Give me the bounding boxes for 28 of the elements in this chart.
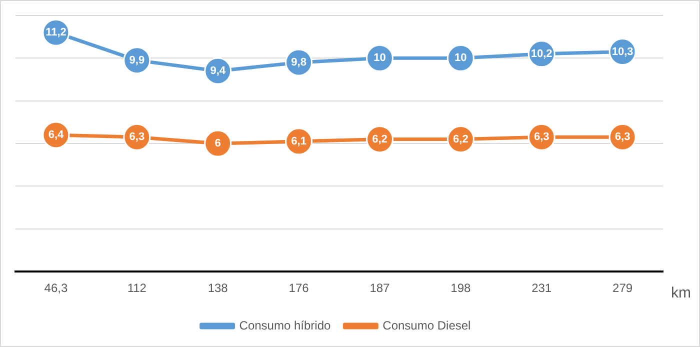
data-label: 6,4 [48, 129, 64, 142]
data-label: 10,3 [612, 46, 634, 58]
data-label: 11,2 [46, 26, 66, 39]
x-tick-label: 138 [208, 281, 228, 296]
x-tick-label: 176 [288, 281, 310, 296]
data-label: 6,3 [614, 131, 630, 144]
x-tick-label: 231 [532, 281, 552, 296]
x-tick-label: 198 [450, 281, 471, 296]
x-tick-label: 112 [127, 281, 147, 296]
x-tick-label: 187 [370, 281, 390, 296]
x-axis-title: km [671, 284, 691, 302]
x-tick-label: 279 [612, 281, 633, 296]
data-label: 6,3 [129, 131, 145, 144]
data-label: 6 [214, 138, 221, 150]
data-label: 6,3 [534, 131, 550, 144]
legend-label: Consumo híbrido [239, 318, 331, 332]
point [204, 130, 232, 158]
data-label: 9,9 [129, 54, 145, 66]
data-label: 6,2 [453, 133, 468, 146]
data-label: 10 [374, 52, 386, 64]
data-label: 6,1 [291, 135, 306, 148]
data-label: 6,2 [372, 133, 388, 146]
data-label: 9,4 [210, 65, 226, 78]
data-label: 10 [454, 52, 467, 64]
data-label: 10,2 [530, 48, 552, 60]
data-label: 9,8 [291, 56, 306, 68]
x-tick-label: 46,3 [44, 281, 68, 296]
legend-label: Consumo Diesel [382, 318, 471, 332]
